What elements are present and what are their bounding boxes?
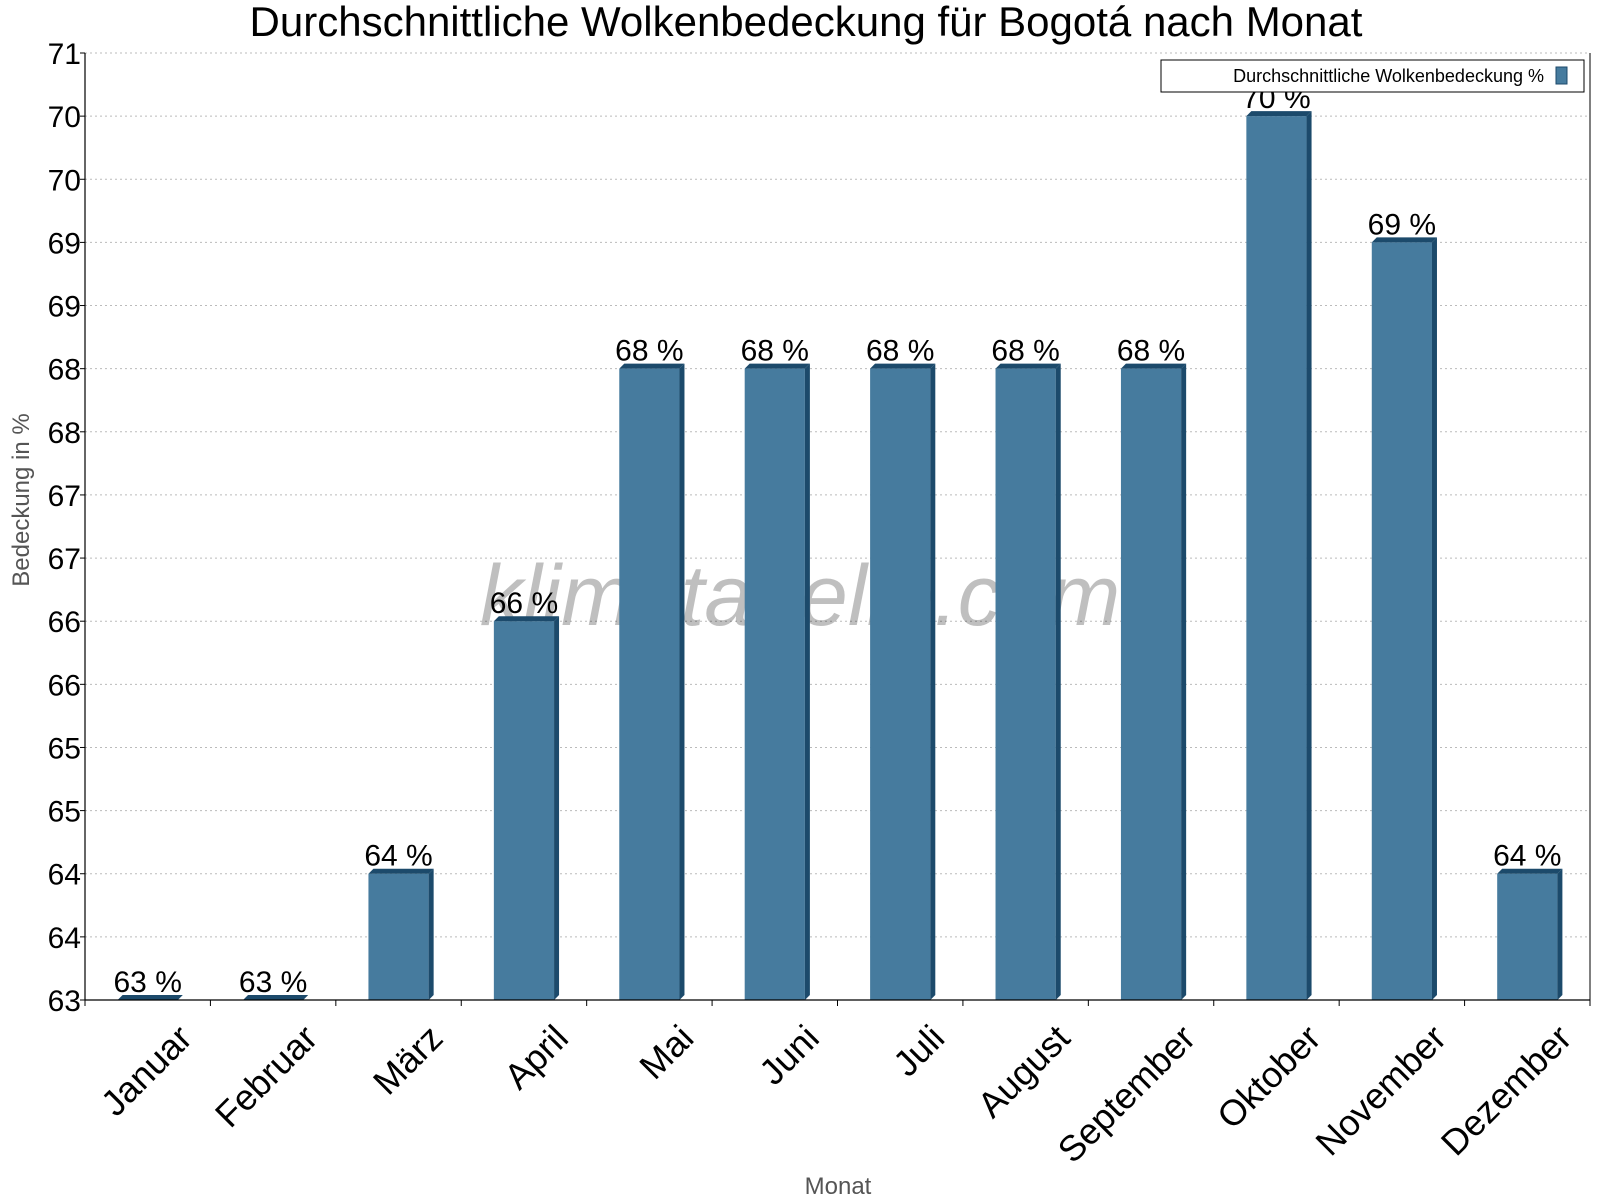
bar-front	[1497, 873, 1558, 1000]
y-tick-label: 63	[48, 985, 81, 1018]
bar-side	[554, 616, 560, 1000]
bar-front	[870, 368, 931, 1001]
x-tick-label: Juli	[885, 1017, 952, 1084]
axes	[80, 52, 1591, 1006]
x-tick-label: April	[496, 1017, 576, 1097]
data-label: 68 %	[866, 335, 934, 368]
x-axis-title: Monat	[805, 1173, 872, 1200]
bar-11	[1371, 237, 1437, 1000]
bar-10	[1246, 111, 1312, 1001]
data-label: 63 %	[239, 966, 307, 999]
legend-label: Durchschnittliche Wolkenbedeckung %	[1233, 66, 1544, 86]
data-label: 69 %	[1368, 208, 1436, 241]
bar-top	[619, 363, 685, 369]
data-label: 64 %	[1493, 840, 1561, 873]
y-axis-title: Bedeckung in %	[8, 413, 35, 586]
legend-box	[1160, 59, 1585, 93]
bar-side	[1181, 363, 1187, 1001]
x-tick-label: Januar	[93, 1017, 200, 1124]
bar-top	[1120, 363, 1187, 369]
y-tick-label: 70	[48, 101, 81, 134]
bar-side	[1557, 868, 1563, 1000]
y-tick-label: 66	[48, 606, 81, 639]
x-tick-label: Februar	[207, 1017, 325, 1135]
bar-side	[428, 868, 434, 1000]
x-tick-label: Juni	[751, 1017, 827, 1093]
bar-top	[493, 616, 560, 622]
y-tick-label: 65	[48, 732, 81, 765]
bar-side	[930, 363, 936, 1001]
y-tick-label: 66	[48, 669, 81, 702]
bar-6	[744, 363, 810, 1001]
bar-top	[243, 995, 309, 1000]
data-label: 64 %	[364, 840, 432, 873]
y-tick-label: 71	[48, 38, 81, 71]
bar-7	[870, 363, 936, 1001]
y-tick-label: 69	[48, 227, 81, 260]
bar-side	[804, 363, 810, 1001]
bar-front	[995, 368, 1056, 1001]
x-tick-label: März	[365, 1017, 451, 1103]
y-tick-label: 64	[48, 859, 81, 892]
data-label: 68 %	[991, 335, 1059, 368]
bar-top	[368, 868, 434, 874]
bar-front	[1246, 116, 1307, 1001]
x-tick-label: September	[1050, 1017, 1204, 1171]
bar-5	[619, 363, 685, 1001]
x-tick-label: August	[969, 1017, 1077, 1125]
bar-top	[117, 995, 183, 1000]
legend-swatch	[1555, 66, 1568, 85]
chart-title: Durchschnittliche Wolkenbedeckung für Bo…	[250, 0, 1363, 45]
bar-top	[1497, 868, 1563, 874]
data-label: 68 %	[741, 335, 809, 368]
bar-side	[679, 363, 685, 1001]
bar-side	[1055, 363, 1061, 1001]
y-tick-label: 67	[48, 543, 81, 576]
data-label: 68 %	[1117, 335, 1185, 368]
bar-front	[1120, 368, 1182, 1001]
y-tick-label: 68	[48, 417, 81, 450]
data-label: 63 %	[114, 966, 182, 999]
gridlines	[85, 52, 1590, 938]
bar-front	[368, 873, 429, 1000]
bar-3	[368, 868, 434, 1000]
bar-9	[1120, 363, 1187, 1001]
bar-top	[870, 363, 936, 369]
bar-front	[1371, 242, 1432, 1000]
bar-top	[1246, 111, 1312, 117]
x-tick-labels: Januar Februar März April Mai Juni Juli AugustS…	[93, 1017, 1579, 1171]
y-tick-label: 64	[48, 922, 81, 955]
data-label: 68 %	[615, 335, 683, 368]
bar-side	[1431, 237, 1437, 1000]
y-tick-label: 65	[48, 796, 81, 829]
bar-front	[619, 368, 680, 1001]
x-tick-label: Mai	[631, 1017, 701, 1087]
x-tick-label: Oktober	[1209, 1017, 1329, 1137]
bar-2	[243, 995, 309, 1000]
bar-top	[744, 363, 810, 369]
bar-4	[493, 616, 560, 1000]
bars	[117, 111, 1563, 1001]
legend: Durchschnittliche Wolkenbedeckung %	[1160, 59, 1585, 93]
data-label: 66 %	[490, 587, 558, 620]
y-tick-label: 68	[48, 354, 81, 387]
data-labels: 63 % 63 %64 %66 %68 % 68 % 68 % 68 % 68 %70 %…	[114, 82, 1562, 999]
bar-top	[1371, 237, 1437, 243]
y-tick-label: 70	[48, 164, 81, 197]
bar-12	[1497, 868, 1563, 1000]
y-tick-label: 67	[48, 480, 81, 513]
bar-1	[117, 995, 183, 1000]
bar-8	[995, 363, 1061, 1001]
y-tick-labels: 63 64 64 65 65 66 66 67 67 68 68 69 69 70 70 71	[48, 38, 81, 1018]
x-tick-label: November	[1307, 1017, 1453, 1163]
bar-front	[744, 368, 805, 1001]
bar-front	[493, 621, 555, 1000]
x-tick-label: Dezember	[1433, 1017, 1579, 1163]
bar-top	[995, 363, 1061, 369]
y-tick-label: 69	[48, 291, 81, 324]
bar-side	[1306, 111, 1312, 1001]
